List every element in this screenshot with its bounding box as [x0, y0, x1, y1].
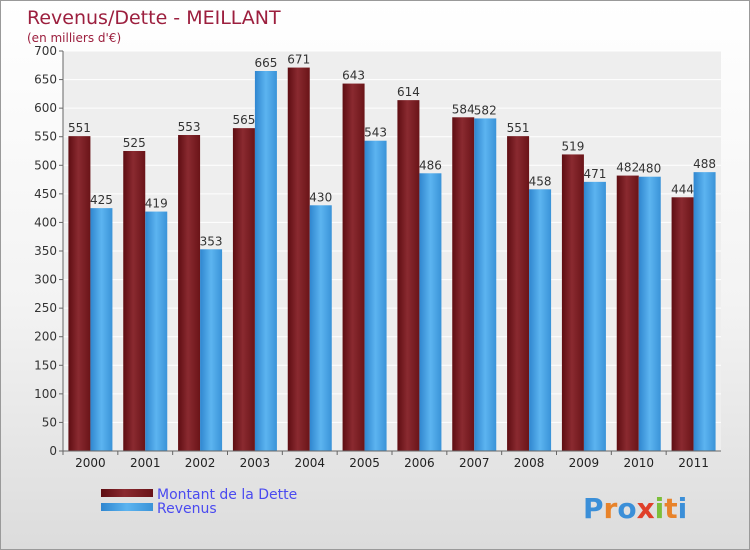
y-tick-label: 350: [34, 244, 57, 258]
bars: [68, 67, 716, 452]
brand-letter: t: [664, 492, 677, 525]
bar-revenus: [145, 211, 168, 451]
x-tick-label: 2007: [459, 456, 490, 470]
data-label: 425: [90, 193, 113, 207]
brand-text: Proxiti: [583, 492, 687, 525]
bar-revenus: [254, 71, 277, 451]
legend-swatch-dette: [101, 489, 153, 497]
brand-letter: r: [604, 492, 618, 525]
brand-letter: i: [678, 492, 688, 525]
bar-revenus: [529, 189, 552, 452]
data-label: 430: [309, 190, 332, 204]
bar-dette: [178, 135, 201, 451]
data-label: 551: [68, 121, 91, 135]
brand-letter: i: [655, 492, 665, 525]
y-tick-label: 400: [34, 215, 57, 229]
data-label: 665: [254, 56, 277, 70]
data-label: 458: [529, 174, 552, 188]
bar-revenus: [90, 208, 113, 451]
data-label: 419: [145, 197, 168, 211]
y-tick-label: 450: [34, 187, 57, 201]
legend-label-revenus: Revenus: [157, 501, 217, 517]
bar-dette: [452, 117, 475, 452]
bar-revenus: [364, 140, 387, 451]
bar-dette: [287, 67, 310, 452]
data-label: 565: [232, 113, 255, 127]
brand-letter: o: [617, 492, 636, 525]
bar-revenus: [419, 173, 442, 452]
data-label: 444: [671, 182, 694, 196]
bar-revenus: [638, 176, 661, 451]
bar-revenus: [693, 172, 716, 451]
x-tick-label: 2009: [569, 456, 600, 470]
data-label: 582: [474, 103, 497, 117]
x-tick-label: 2006: [404, 456, 435, 470]
chart-title: Revenus/Dette - MEILLANT: [27, 7, 281, 29]
x-tick-label: 2004: [294, 456, 325, 470]
bar-revenus: [309, 205, 332, 451]
bar-revenus: [200, 249, 223, 451]
legend-label-dette: Montant de la Dette: [157, 487, 297, 503]
x-tick-label: 2003: [240, 456, 271, 470]
y-tick-label: 50: [42, 415, 57, 429]
data-labels: 551 425 525 419 553 353 565 665 671 430 643 543 614 4…: [68, 53, 716, 249]
chart-subtitle: (en milliers d'€): [27, 31, 121, 45]
data-label: 553: [178, 120, 201, 134]
data-label: 488: [693, 157, 716, 171]
x-tick-label: 2001: [130, 456, 161, 470]
data-label: 471: [583, 167, 606, 181]
bar-dette: [561, 154, 584, 451]
y-tick-label: 200: [34, 330, 57, 344]
data-label: 519: [561, 139, 584, 153]
bar-dette: [68, 136, 91, 451]
brand-logo: Proxiti: [583, 492, 687, 525]
x-tick-label: 2008: [514, 456, 545, 470]
x-tick-label: 2002: [185, 456, 216, 470]
y-tick-label: 0: [49, 444, 57, 458]
bar-revenus: [474, 118, 497, 451]
brand-letter: P: [583, 492, 604, 525]
bar-revenus: [583, 181, 606, 451]
bar-dette: [232, 128, 255, 451]
data-label: 353: [200, 234, 223, 248]
x-tick-label: 2011: [678, 456, 709, 470]
x-tick-label: 2010: [623, 456, 654, 470]
y-tick-label: 650: [34, 73, 57, 87]
axes: 0 50 100 150 200 250 300 350 400 450 500 550 600 650 7…: [34, 44, 721, 470]
legend-swatch-revenus: [101, 503, 153, 511]
gridlines: [63, 50, 721, 452]
data-label: 480: [638, 162, 661, 176]
data-label: 543: [364, 126, 387, 140]
bar-dette: [671, 197, 694, 451]
y-tick-label: 100: [34, 387, 57, 401]
x-tick-label: 2005: [349, 456, 380, 470]
y-tick-label: 500: [34, 158, 57, 172]
y-tick-label: 550: [34, 130, 57, 144]
bar-dette: [616, 175, 639, 452]
bar-dette: [123, 151, 146, 451]
data-label: 614: [397, 85, 420, 99]
y-tick-label: 700: [34, 44, 57, 58]
x-tick-label: 2000: [75, 456, 106, 470]
y-tick-label: 150: [34, 358, 57, 372]
legend: Montant de la Dette Revenus: [101, 487, 297, 517]
y-tick-label: 600: [34, 101, 57, 115]
bar-dette: [342, 83, 365, 452]
data-label: 671: [287, 53, 310, 67]
data-label: 551: [507, 121, 530, 135]
data-label: 525: [123, 136, 146, 150]
y-tick-label: 300: [34, 273, 57, 287]
data-label: 482: [616, 161, 639, 175]
bar-dette: [507, 136, 530, 451]
data-label: 643: [342, 69, 365, 83]
data-label: 584: [452, 102, 475, 116]
data-label: 486: [419, 158, 442, 172]
brand-letter: x: [637, 492, 655, 525]
bar-dette: [397, 100, 420, 452]
y-tick-label: 250: [34, 301, 57, 315]
